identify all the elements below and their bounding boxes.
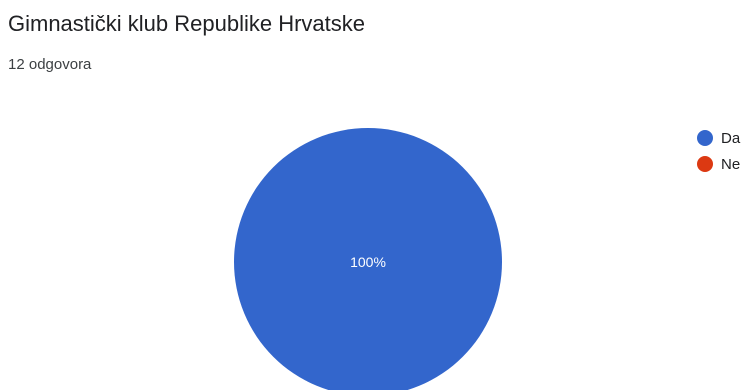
- legend-item-ne: Ne: [697, 151, 740, 177]
- pie-label-da: 100%: [350, 254, 386, 270]
- legend-swatch-da: [697, 130, 713, 146]
- chart-title: Gimnastički klub Republike Hrvatske: [8, 11, 366, 36]
- legend-label-da: Da: [721, 129, 741, 147]
- legend-label-ne: Ne: [721, 155, 741, 173]
- legend-swatch-ne: [697, 156, 713, 172]
- legend-item-da: Da: [697, 125, 740, 151]
- pie-slice-da: [234, 128, 502, 390]
- response-count: 12 odgovora: [8, 56, 92, 73]
- chart-legend: Da Ne: [697, 125, 740, 177]
